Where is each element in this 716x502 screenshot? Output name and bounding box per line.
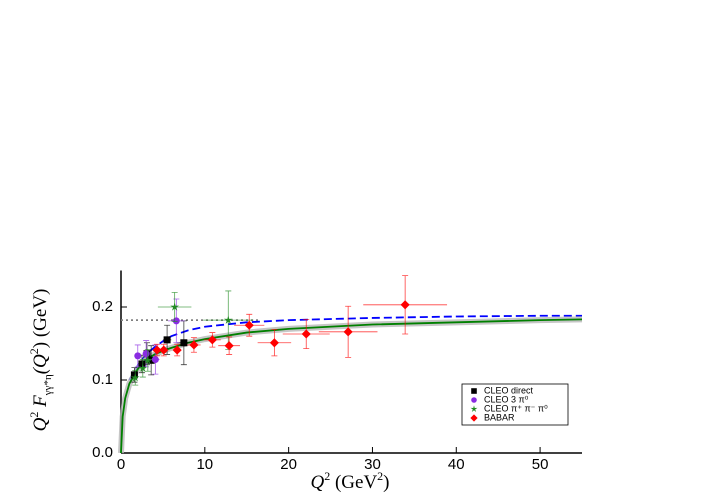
- x-tick-label: 10: [196, 456, 213, 473]
- y-tick-label: 0.2: [92, 298, 113, 315]
- marker: [138, 360, 146, 368]
- y-tick-label: 0.0: [92, 444, 113, 461]
- legend-label: CLEO π⁺ π⁻ π⁰: [484, 403, 548, 413]
- marker: [134, 352, 142, 360]
- marker: [269, 338, 279, 348]
- x-tick-label: 0: [117, 456, 125, 473]
- x-tick-label: 20: [280, 456, 297, 473]
- marker: [159, 345, 169, 355]
- curve: [128, 314, 582, 381]
- x-tick-label: 50: [532, 456, 549, 473]
- legend-label: CLEO 3 π⁰: [484, 394, 529, 404]
- marker: [244, 320, 254, 330]
- legend-label: BABAR: [484, 412, 515, 422]
- legend-label: CLEO direct: [484, 385, 534, 395]
- legend-marker: [471, 388, 477, 394]
- x-tick-label: 40: [448, 456, 465, 473]
- y-tick-label: 0.1: [92, 371, 113, 388]
- marker: [130, 373, 140, 382]
- marker: [180, 339, 188, 347]
- marker: [170, 302, 179, 311]
- marker: [143, 355, 153, 364]
- marker: [152, 345, 162, 355]
- marker: [207, 335, 217, 345]
- marker: [224, 341, 234, 351]
- marker: [163, 336, 171, 344]
- marker: [138, 363, 148, 373]
- curve: [120, 318, 583, 454]
- legend-marker: [470, 405, 478, 412]
- marker: [151, 356, 159, 364]
- marker: [189, 340, 199, 350]
- legend-box: [461, 383, 569, 426]
- marker: [400, 300, 410, 310]
- legend-marker: [470, 414, 478, 422]
- marker: [172, 317, 180, 325]
- marker: [142, 350, 150, 358]
- x-tick-label: 30: [364, 456, 381, 473]
- legend-marker: [471, 397, 477, 403]
- x-axis-label: Q2 (GeV2): [310, 469, 389, 494]
- y-axis-label: Q2 Fγγ*η(Q2) (GeV): [27, 289, 54, 432]
- marker: [343, 327, 353, 337]
- marker: [301, 329, 311, 339]
- marker: [223, 315, 233, 324]
- marker: [172, 345, 182, 355]
